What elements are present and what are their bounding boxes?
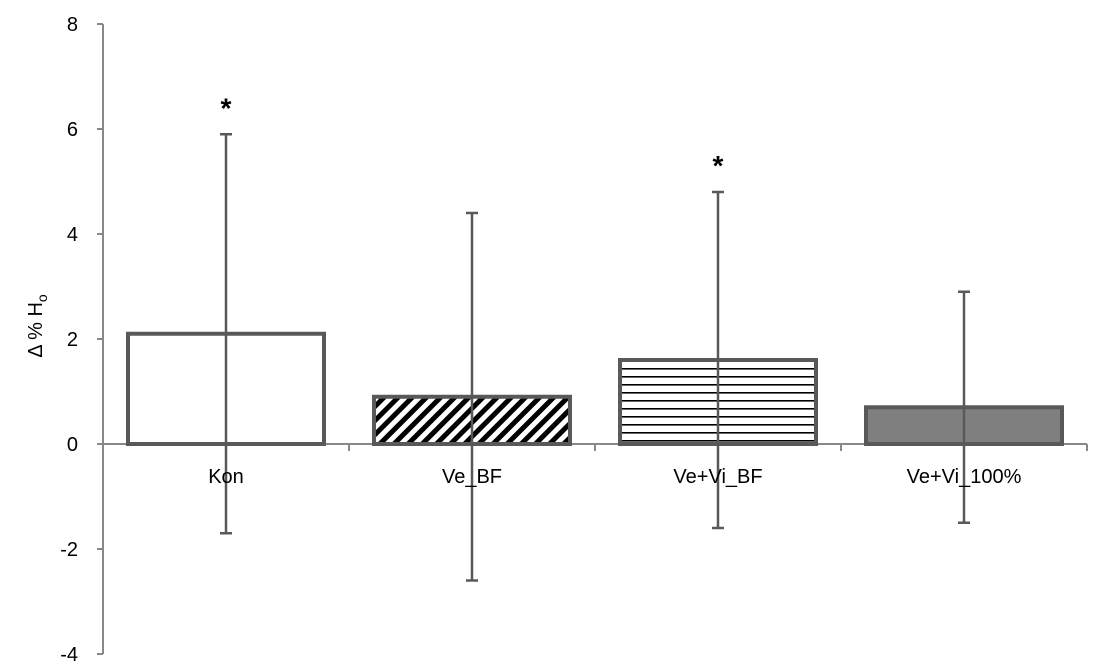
y-tick-label: 8 <box>67 14 78 36</box>
significance-star: * <box>221 92 232 123</box>
category-label: Kon <box>208 466 244 488</box>
y-tick-label: 4 <box>67 224 78 246</box>
y-axis-label-subscript: o <box>34 294 50 302</box>
y-tick-label: 2 <box>67 329 78 351</box>
category-label: Ve+Vi_BF <box>673 466 762 488</box>
category-label: Ve_BF <box>442 466 502 488</box>
y-tick-label: 6 <box>67 119 78 141</box>
y-tick-label: -2 <box>60 539 78 561</box>
significance-markers: ** <box>221 92 724 181</box>
significance-star: * <box>713 150 724 181</box>
y-tick-label: 0 <box>67 434 78 456</box>
y-axis-label-main: Δ % H <box>25 302 47 358</box>
y-tick-label: -4 <box>60 644 78 662</box>
category-labels: Kon Ve_BF Ve+Vi_BF Ve+Vi_100% <box>208 466 1021 488</box>
y-axis: -4 -2 0 2 4 6 8 <box>60 14 104 662</box>
bars <box>126 331 1064 446</box>
y-axis-label: Δ % Ho <box>25 294 50 358</box>
category-label: Ve+Vi_100% <box>907 466 1022 488</box>
error-bars <box>220 133 970 582</box>
